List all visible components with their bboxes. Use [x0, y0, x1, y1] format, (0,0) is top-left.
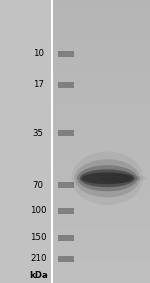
Ellipse shape [134, 176, 147, 181]
Text: 17: 17 [33, 80, 44, 89]
FancyBboxPatch shape [58, 235, 74, 241]
FancyBboxPatch shape [58, 208, 74, 214]
Text: 10: 10 [33, 49, 44, 58]
Text: 35: 35 [33, 128, 44, 138]
FancyBboxPatch shape [58, 182, 74, 188]
Ellipse shape [72, 152, 143, 205]
FancyBboxPatch shape [58, 130, 74, 136]
Ellipse shape [101, 173, 129, 183]
FancyBboxPatch shape [58, 82, 74, 88]
Ellipse shape [122, 175, 140, 182]
Ellipse shape [82, 172, 133, 184]
Text: 150: 150 [30, 233, 46, 242]
Ellipse shape [75, 159, 140, 197]
Text: kDa: kDa [29, 271, 48, 280]
Bar [51, 0, 53, 283]
Ellipse shape [80, 169, 135, 187]
FancyBboxPatch shape [58, 51, 74, 57]
Ellipse shape [77, 165, 137, 191]
Text: 100: 100 [30, 206, 46, 215]
FancyBboxPatch shape [58, 256, 74, 262]
Text: 70: 70 [33, 181, 44, 190]
Text: 210: 210 [30, 254, 46, 263]
Ellipse shape [111, 174, 134, 183]
